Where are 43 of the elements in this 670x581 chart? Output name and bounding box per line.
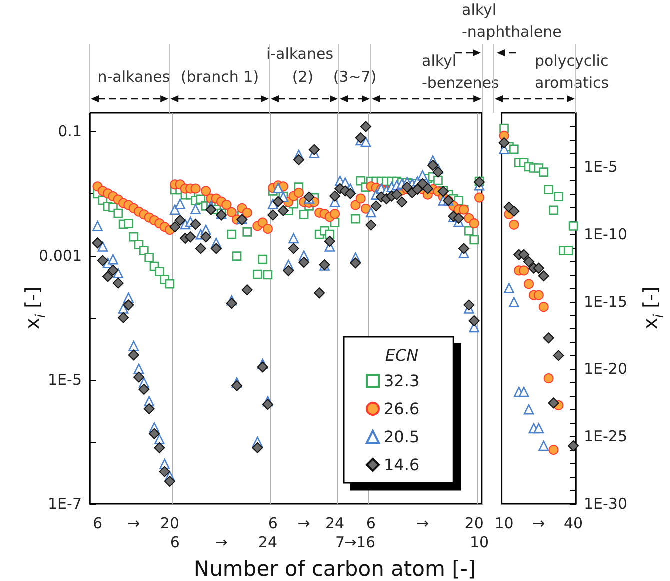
y2-tick-label: 1E-30: [584, 495, 628, 513]
x-tick-label: 20: [464, 514, 484, 532]
text: polycyclic aromatics: [535, 52, 610, 92]
text: (2): [292, 68, 314, 86]
x-tick-label: →: [532, 514, 546, 532]
y2-tick-label: 1E-15: [584, 292, 628, 311]
legend-label: 26.6: [384, 400, 420, 418]
text: (branch 1): [180, 68, 260, 86]
x-tick-label: →: [215, 534, 228, 552]
x-tick-label: 6: [92, 514, 103, 532]
x-tick-label: →: [298, 514, 310, 532]
x-tick-label: 6: [170, 534, 180, 552]
legend-label: 14.6: [384, 456, 420, 474]
x-tick-label: 10: [494, 514, 514, 532]
text: (3~7): [333, 68, 377, 86]
x-axis-title: Number of carbon atom [-]: [194, 556, 476, 581]
y-tick-label: 1E-5: [48, 370, 82, 389]
text: alkyl -naphthalene: [462, 1, 562, 41]
x-tick-label: 6: [366, 514, 376, 532]
y-tick-label: 0.001: [39, 246, 82, 265]
x-tick-label: →: [128, 514, 140, 532]
y2-tick-label: 1E-5: [584, 158, 618, 176]
x-tick-label: 10: [470, 534, 490, 552]
x-tick-label: 20: [160, 514, 180, 532]
y-tick-label: 1E-7: [48, 495, 82, 513]
x-tick-label: 24: [326, 514, 345, 532]
legend-label: 32.3: [384, 372, 420, 390]
x-tick-label: 7: [335, 534, 345, 552]
x-tick-label: →: [416, 514, 430, 532]
legend-title: ECN: [385, 346, 419, 365]
x-tick-label: 40: [564, 514, 584, 532]
y2-tick-label: 1E-10: [584, 225, 628, 244]
legend-label: 20.5: [384, 428, 420, 446]
y2-tick-label: 1E-20: [584, 360, 628, 378]
y-tick-label: 0.1: [58, 122, 82, 141]
text: n-alkanes: [98, 68, 170, 86]
x-tick-label: 16: [356, 534, 376, 552]
text: i-alkanes: [266, 45, 334, 63]
x-tick-label: 6: [268, 514, 278, 532]
x-tick-label: 24: [258, 534, 278, 552]
text: alkyl -benzenes: [422, 52, 500, 92]
x-tick-label: →: [344, 534, 357, 552]
y2-tick-label: 1E-25: [584, 428, 628, 446]
